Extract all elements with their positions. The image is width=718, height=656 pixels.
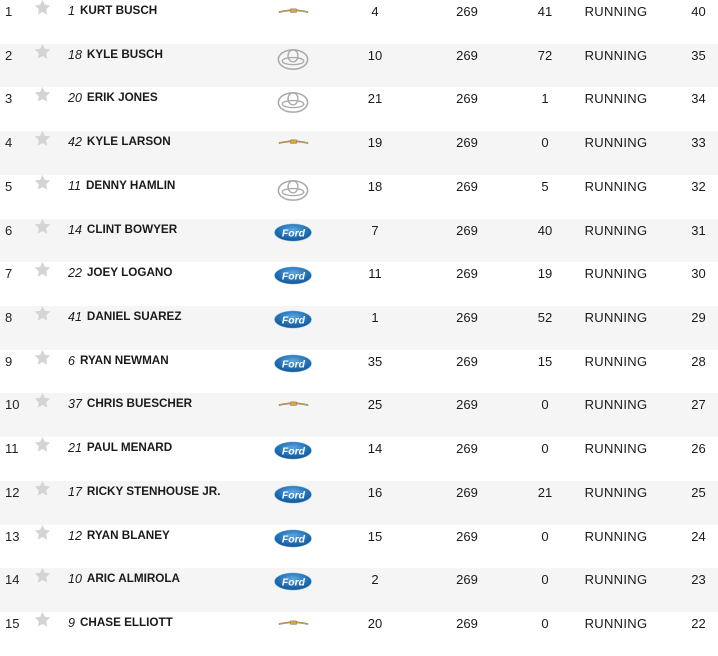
svg-text:Ford: Ford <box>282 534 306 545</box>
svg-text:Ford: Ford <box>282 228 306 239</box>
svg-text:Ford: Ford <box>282 578 306 589</box>
svg-text:Ford: Ford <box>282 272 306 283</box>
svg-text:Ford: Ford <box>282 359 306 370</box>
svg-text:Ford: Ford <box>282 490 306 501</box>
svg-text:Ford: Ford <box>282 447 306 458</box>
svg-text:Ford: Ford <box>282 315 306 326</box>
